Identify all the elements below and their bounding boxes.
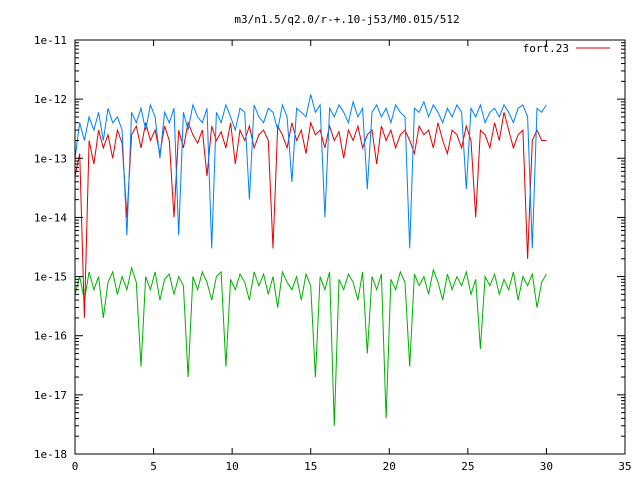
- x-tick-label: 5: [150, 460, 157, 473]
- legend-label: fort.23: [523, 42, 569, 55]
- legend: fort.23: [523, 42, 610, 55]
- y-axis: 1e-18 1e-17 1e-16 1e-15 1e-14 1e-13 1e-12 1e-11: [34, 34, 625, 461]
- x-axis: 0 5 10 15 20 25 30 35: [72, 40, 632, 473]
- x-tick-label: 15: [304, 460, 317, 473]
- y-tick-label: 1e-15: [34, 271, 67, 284]
- x-tick-label: 20: [383, 460, 396, 473]
- plot-series: [74, 94, 547, 426]
- series-line-1: [74, 94, 547, 249]
- x-tick-label: 10: [226, 460, 239, 473]
- chart-title: m3/n1.5/q2.0/r-+.10-j53/M0.015/512: [234, 13, 459, 26]
- y-tick-label: 1e-16: [34, 330, 67, 343]
- y-tick-label: 1e-17: [34, 389, 67, 402]
- y-tick-label: 1e-14: [34, 211, 67, 224]
- y-tick-label: 1e-13: [34, 152, 67, 165]
- x-tick-label: 0: [72, 460, 79, 473]
- x-tick-label: 30: [540, 460, 553, 473]
- plot-frame: [74, 39, 626, 455]
- y-tick-label: 1e-12: [34, 93, 67, 106]
- y-tick-label: 1e-11: [34, 34, 67, 47]
- series-line-0: [74, 112, 547, 318]
- y-tick-label: 1e-18: [34, 448, 67, 461]
- x-tick-label: 25: [461, 460, 474, 473]
- series-line-2: [74, 265, 547, 426]
- x-tick-label: 35: [618, 460, 631, 473]
